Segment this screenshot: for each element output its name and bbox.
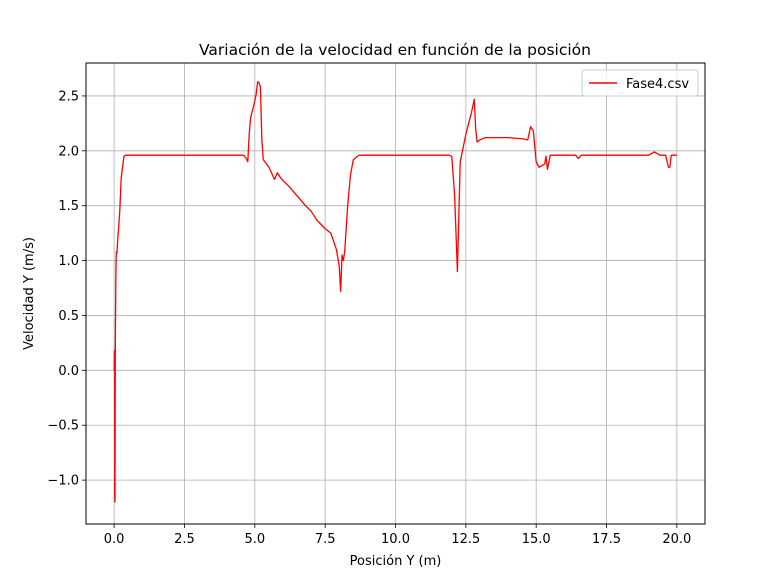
series-line [113, 81, 677, 503]
legend-label: Fase4.csv [626, 77, 689, 92]
y-tick-label: 1.5 [58, 199, 79, 214]
y-tick-label: 0.5 [58, 309, 79, 324]
x-tick-label: 20.0 [662, 532, 691, 547]
x-tick-label: 7.5 [315, 532, 336, 547]
y-tick-label: 0.0 [58, 364, 79, 379]
x-tick-label: 10.0 [381, 532, 410, 547]
x-tick-label: 17.5 [592, 532, 621, 547]
x-tick-label: 2.5 [174, 532, 195, 547]
y-axis-label: Velocidad Y (m/s) [22, 237, 37, 350]
chart-title: Variación de la velocidad en función de … [199, 41, 591, 59]
x-tick-label: 5.0 [244, 532, 265, 547]
y-tick-label: 1.0 [58, 254, 79, 269]
axis-ticks: 0.0 2.5 5.0 7.5 10.0 12.5 15.0 17.5 20.0 −1.0 −0.5… [47, 89, 691, 547]
x-tick-label: 0.0 [104, 532, 125, 547]
x-tick-label: 15.0 [522, 532, 551, 547]
x-axis-label: Posición Y (m) [350, 554, 442, 569]
series-lines [113, 81, 677, 503]
y-tick-label: −0.5 [47, 419, 79, 434]
y-tick-label: 2.0 [58, 144, 79, 159]
legend-box [581, 69, 699, 97]
x-tick-label: 12.5 [451, 532, 480, 547]
y-tick-label: 2.5 [58, 89, 79, 104]
grid-lines [86, 63, 705, 524]
y-tick-label: −1.0 [47, 474, 79, 489]
legend: Fase4.csv [581, 69, 699, 97]
